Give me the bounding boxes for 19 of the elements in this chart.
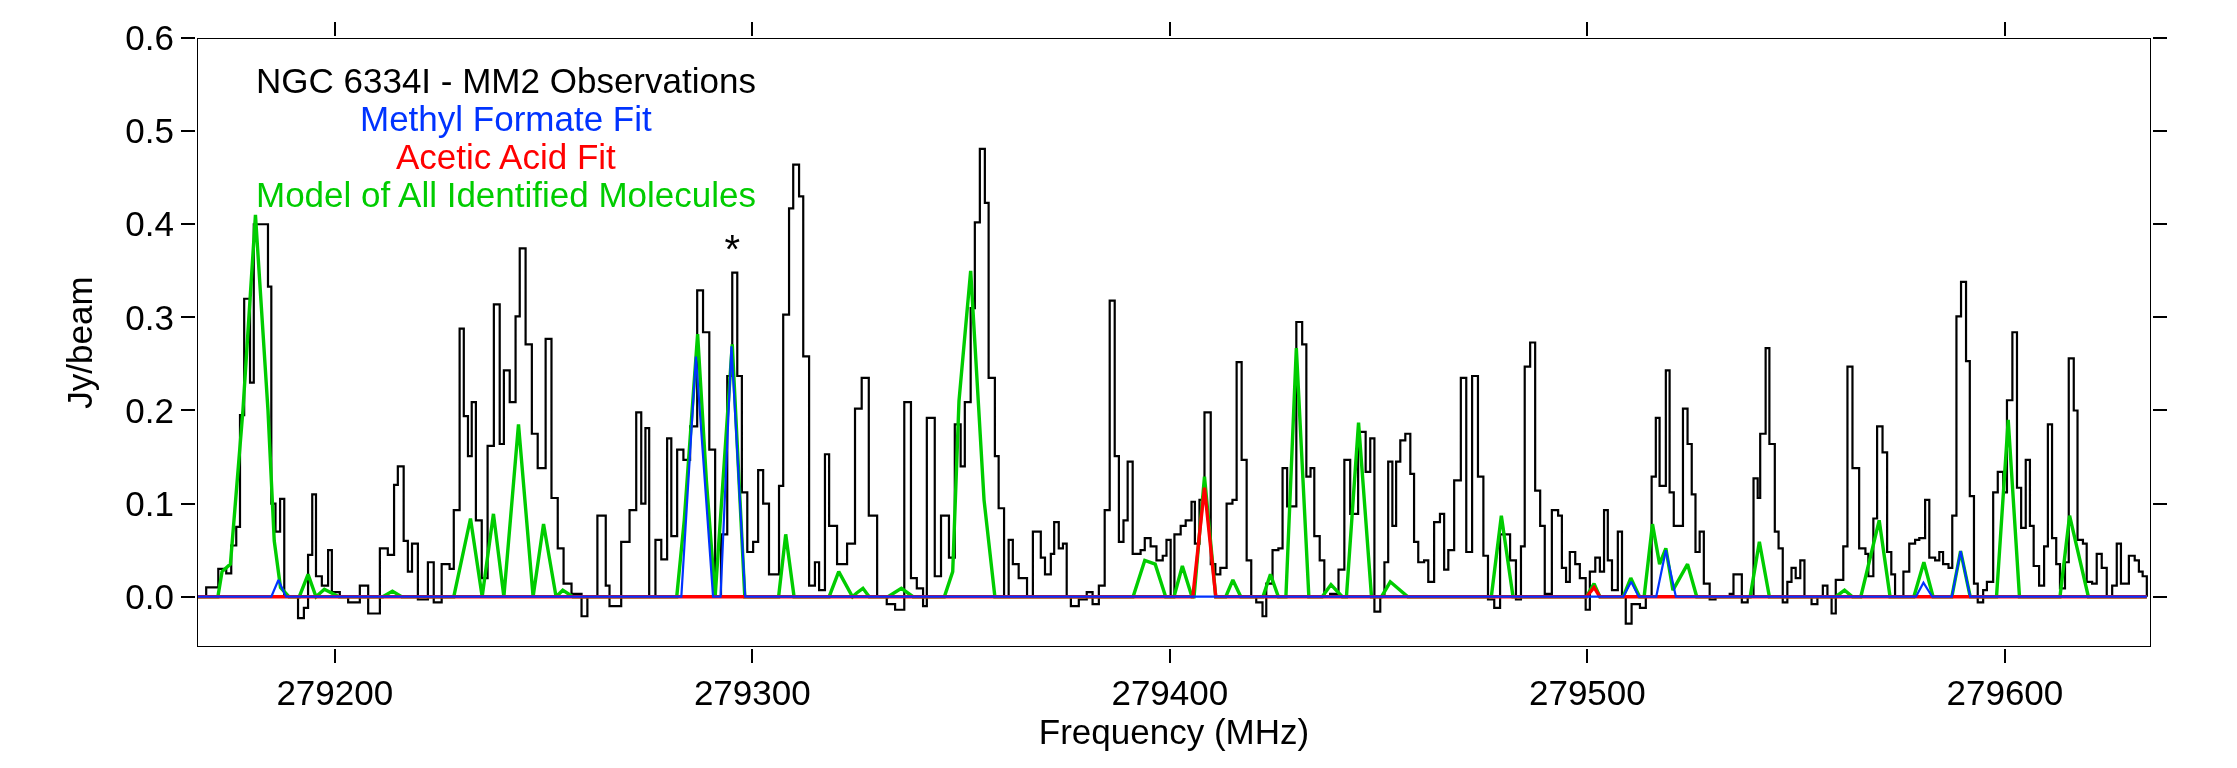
legend-label: NGC 6334I - MM2 Observations	[256, 61, 756, 100]
x-axis-title: Frequency (MHz)	[1038, 712, 1310, 751]
y-tick-label: 0.3	[125, 297, 174, 337]
y-axis-title: Jy/beam	[60, 276, 100, 409]
series-label: Model of All Identified Molecules	[256, 175, 756, 214]
x-tick-label: 279300	[693, 673, 811, 712]
y-tick-label: 0.0	[125, 576, 174, 616]
x-tick-label: 279200	[276, 673, 394, 712]
y-tick-label: 0.2	[125, 390, 174, 430]
y-tick-label: 0.6	[125, 18, 174, 58]
y-tick-label: 0.5	[125, 111, 174, 151]
x-tick-label: 279400	[1111, 673, 1229, 712]
x-tick-label: 279500	[1528, 673, 1646, 712]
y-tick-label: 0.4	[125, 204, 174, 244]
y-tick-label: 0.1	[125, 483, 174, 523]
x-tick-label: 279600	[1946, 673, 2064, 712]
text: Methyl Formate Fit	[360, 99, 652, 138]
text: Acetic Acid Fit	[396, 137, 617, 176]
annotation: *	[724, 226, 741, 271]
